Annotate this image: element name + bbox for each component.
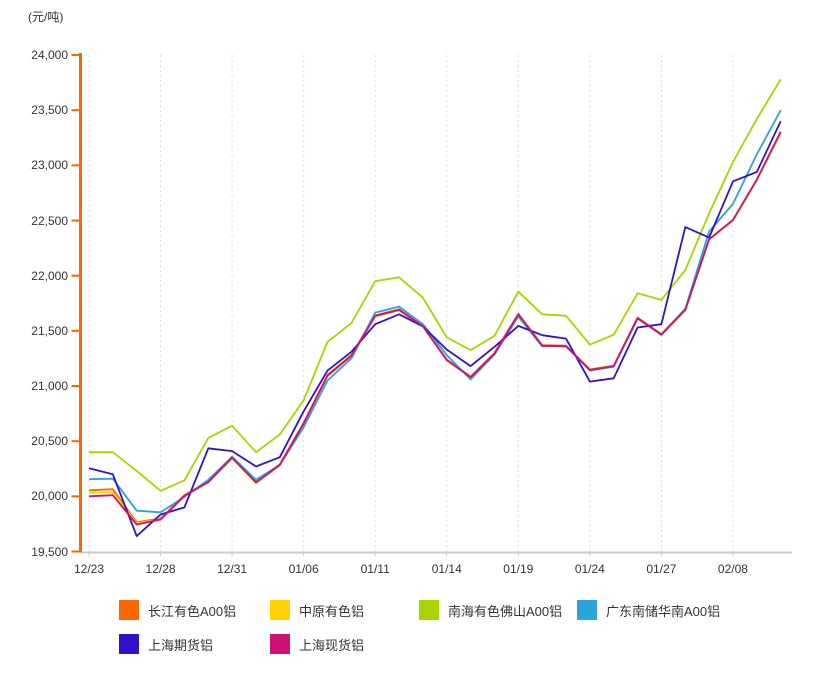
series-line [88,120,782,537]
series-line [88,131,782,526]
legend-label: 长江有色A00铝 [148,603,237,619]
series-line [89,78,782,492]
legend-swatch [270,600,290,620]
y-axis-tick-label: 23,000 [31,158,68,173]
x-axis-tick-label: 01/27 [646,562,677,576]
legend-item: 上海现货铝 [270,633,364,655]
x-axis-tick-label: 01/11 [360,562,390,576]
x-axis-tick-label: 01/06 [288,562,319,576]
y-axis-tick-label: 22,500 [31,213,68,228]
x-axis-tick-label: 12/31 [217,562,248,576]
y-axis-tick-label: 20,500 [31,434,68,449]
x-axis-tick-label: 12/23 [73,562,105,576]
legend-swatch [419,600,439,620]
legend-item: 南海有色佛山A00铝 [419,599,562,621]
y-axis-tick-label: 23,500 [31,103,68,118]
legend-label: 中原有色铝 [299,603,365,619]
legend-label: 广东南储华南A00铝 [606,603,721,619]
x-axis-tick-label: 12/28 [145,562,176,576]
legend-swatch [577,600,597,620]
y-axis-tick-label: 20,000 [31,489,68,504]
legend-item: 中原有色铝 [270,599,364,621]
x-axis-tick-label: 01/19 [503,562,534,576]
y-axis-tick-label: 22,000 [31,268,68,283]
legend-item: 上海期货铝 [119,633,213,655]
y-axis-tick-label: 19,500 [31,544,68,559]
legend-label: 上海现货铝 [299,637,365,653]
x-axis-tick-label: 01/24 [574,562,605,576]
series-line [88,109,782,514]
legend-swatch [119,600,139,620]
y-axis-tick-label: 24,000 [31,48,68,62]
x-axis-tick-label: 02/08 [717,562,748,576]
y-axis-tick-label: 21,500 [31,323,68,338]
legend-swatch [119,634,139,654]
x-axis-tick-label: 01/14 [431,562,462,576]
legend-item: 广东南储华南A00铝 [577,599,720,621]
legend-swatch [270,634,290,654]
y-axis-unit-label: (元/吨) [28,10,64,24]
legend-item: 长江有色A00铝 [119,599,236,621]
y-axis-tick-label: 21,000 [31,379,68,393]
legend-label: 上海期货铝 [148,637,214,653]
legend-label: 南海有色佛山A00铝 [448,603,563,619]
